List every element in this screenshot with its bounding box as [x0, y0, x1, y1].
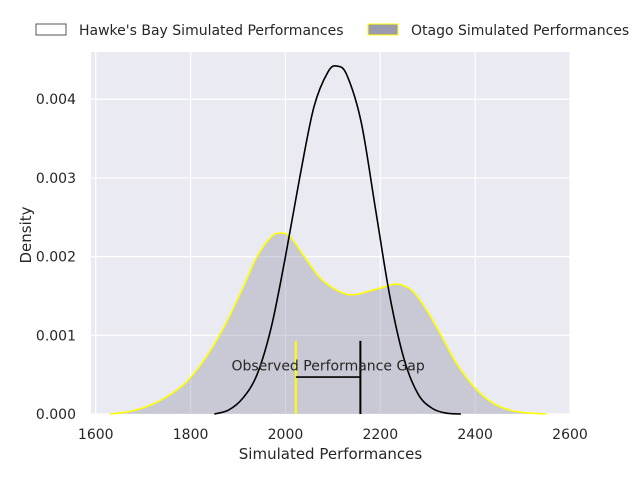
annotation-label: Observed Performance Gap [231, 359, 424, 375]
series-layer [109, 64, 547, 415]
x-tick-label: 2600 [552, 427, 588, 443]
x-tick-label: 1600 [78, 427, 114, 443]
annotation-layer: Observed Performance Gap [231, 359, 424, 375]
legend-label-otago: Otago Simulated Performances [411, 23, 629, 39]
x-tick-label: 2200 [362, 427, 398, 443]
tick-labels: 1600 1800 2000 2200 2400 2600 0.000 0.001 0.002 0… [36, 92, 588, 443]
y-tick-label: 0.002 [36, 250, 76, 266]
y-tick-label: 0.004 [36, 92, 76, 108]
x-tick-label: 1800 [173, 427, 209, 443]
otago-density-outline [109, 232, 547, 415]
legend-swatch-hawkes [35, 23, 67, 36]
legend-swatch-otago [367, 23, 399, 36]
legend-label-hawkes: Hawke's Bay Simulated Performances [79, 23, 344, 39]
hawkes-bay-density-line [214, 64, 461, 415]
y-tick-label: 0.001 [36, 328, 76, 344]
otago-density-fill [109, 233, 547, 414]
x-axis-label: Simulated Performances [239, 445, 423, 463]
x-tick-label: 2000 [268, 427, 304, 443]
legend: Hawke's Bay Simulated Performances Otago… [35, 23, 629, 39]
y-tick-label: 0.003 [36, 171, 76, 187]
y-axis-label: Density [17, 206, 35, 263]
x-tick-label: 2400 [457, 427, 493, 443]
plot-background [91, 52, 570, 414]
y-tick-label: 0.000 [36, 407, 76, 423]
marker-layer [294, 340, 362, 414]
